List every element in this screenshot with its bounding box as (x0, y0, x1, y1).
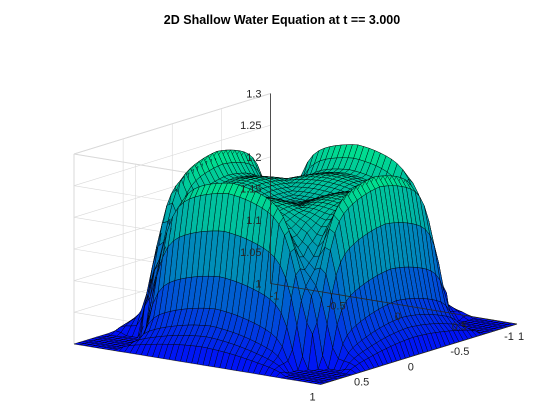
z-tick-label: 1.05 (240, 247, 261, 259)
grid-wall-z-left (73, 93, 271, 155)
surface-mesh (73, 144, 518, 385)
y-axis-line (320, 323, 518, 385)
axis-lines (270, 93, 518, 385)
y-tick-label: 0 (408, 361, 414, 373)
x-tick-label: 0 (395, 311, 401, 323)
z-tick-label: 1.15 (240, 184, 261, 196)
x-tick-label: -1 (270, 291, 280, 303)
z-tick-label: 1.1 (246, 215, 261, 227)
x-tick-label: -0.5 (327, 301, 346, 313)
tick-labels: 1 1.05 1.1 1.15 1.2 1.25 1.3 -1 -0.5 0 0.5 1 -1 -0.5 0… (240, 89, 524, 404)
grid-wall-z-left (73, 124, 271, 186)
x-axis-line (270, 283, 518, 325)
y-tick-label: -0.5 (450, 346, 469, 358)
z-tick-label: 1.25 (240, 120, 261, 132)
surface-face (73, 342, 85, 346)
y-tick-label: 0.5 (354, 376, 369, 388)
y-tick-label: -1 (504, 331, 514, 343)
chart-title: 2D Shallow Water Equation at t == 3.000 (164, 13, 400, 27)
z-tick-label: 1.2 (246, 152, 261, 164)
z-tick-label: 1 (255, 279, 261, 291)
x-tick-label: 1 (518, 331, 524, 343)
y-tick-label: 1 (309, 392, 315, 404)
z-tick-label: 1.3 (246, 89, 261, 101)
x-tick-label: 0.5 (452, 321, 467, 333)
